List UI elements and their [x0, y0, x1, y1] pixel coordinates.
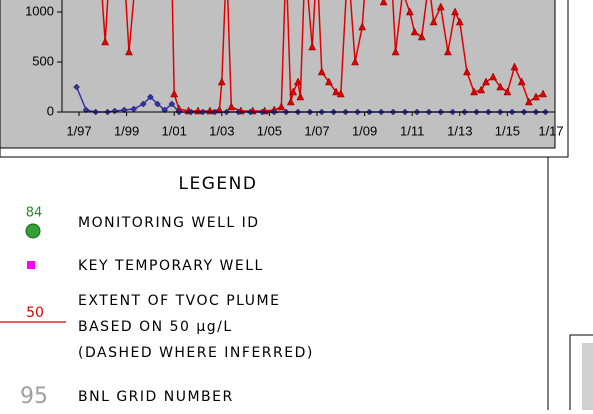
x-tick-label: 1/07 [304, 123, 329, 138]
data-point [324, 77, 333, 86]
data-point [336, 89, 345, 98]
legend-symbol: 95 [20, 384, 48, 409]
data-point [294, 77, 302, 86]
data-point [482, 77, 490, 86]
data-point [410, 27, 419, 36]
well-icon [25, 223, 41, 239]
data-point [532, 92, 540, 101]
x-tick-label: 1/09 [352, 123, 377, 138]
x-tick-label: 1/13 [447, 123, 472, 138]
data-point [73, 83, 80, 91]
data-point [539, 89, 548, 98]
data-point [289, 87, 298, 96]
data-point [308, 42, 317, 51]
data-point [296, 92, 305, 101]
data-point [477, 85, 486, 94]
data-point [503, 87, 512, 96]
data-point [277, 102, 286, 111]
plot [73, 0, 549, 116]
legend-title: LEGEND [179, 174, 258, 194]
series-line [101, 0, 544, 112]
data-point [217, 77, 226, 86]
data-point [436, 2, 445, 11]
inset-panel [582, 343, 593, 413]
x-tick-label: 1/15 [495, 123, 520, 138]
data-point [358, 22, 367, 31]
data-point [332, 87, 340, 96]
x-tick-label: 1/03 [209, 123, 234, 138]
data-point [470, 87, 478, 96]
data-point [510, 62, 519, 71]
data-point [227, 102, 236, 111]
data-point [455, 17, 464, 26]
data-point [443, 47, 452, 56]
legend-label: BASED ON 50 µg/L [78, 319, 233, 335]
data-point [489, 72, 498, 81]
y-tick-label: 500 [32, 53, 54, 68]
data-point [125, 47, 133, 56]
x-tick-label: 1/99 [114, 123, 139, 138]
legend-label: (DASHED WHERE INFERRED) [78, 345, 314, 361]
data-point [405, 7, 414, 16]
x-tick-label: 1/17 [538, 123, 563, 138]
data-point [147, 93, 154, 101]
x-tick-label: 1/11 [400, 123, 424, 138]
y-tick-label: 0 [47, 103, 54, 118]
data-point [139, 100, 147, 108]
data-point [101, 37, 110, 46]
legend-label: KEY TEMPORARY WELL [78, 258, 264, 274]
legend-symbol: 50 [26, 305, 44, 321]
data-point [429, 17, 438, 26]
data-point [351, 57, 359, 66]
data-point [496, 82, 505, 91]
x-tick-label: 1/01 [162, 123, 187, 138]
data-point [517, 77, 526, 86]
legend-label: EXTENT OF TVOC PLUME [78, 293, 280, 309]
data-point [417, 32, 426, 41]
legend-label: MONITORING WELL ID [78, 215, 260, 231]
data-point [286, 97, 295, 106]
data-point [391, 47, 400, 56]
x-tick-label: 1/05 [257, 123, 282, 138]
data-point [168, 100, 176, 108]
temp-well-icon [27, 261, 35, 269]
data-point [154, 100, 161, 108]
data-point [463, 67, 471, 76]
legend-frame [0, 156, 549, 410]
data-point [379, 0, 388, 6]
legend-label: BNL GRID NUMBER [78, 389, 234, 405]
data-point [524, 97, 533, 106]
data-point [317, 67, 326, 76]
data-point [170, 89, 179, 98]
y-tick-label: 1000 [25, 3, 54, 18]
data-point [451, 7, 459, 16]
x-tick-label: 1/97 [66, 123, 91, 138]
legend-symbol: 84 [26, 206, 43, 221]
